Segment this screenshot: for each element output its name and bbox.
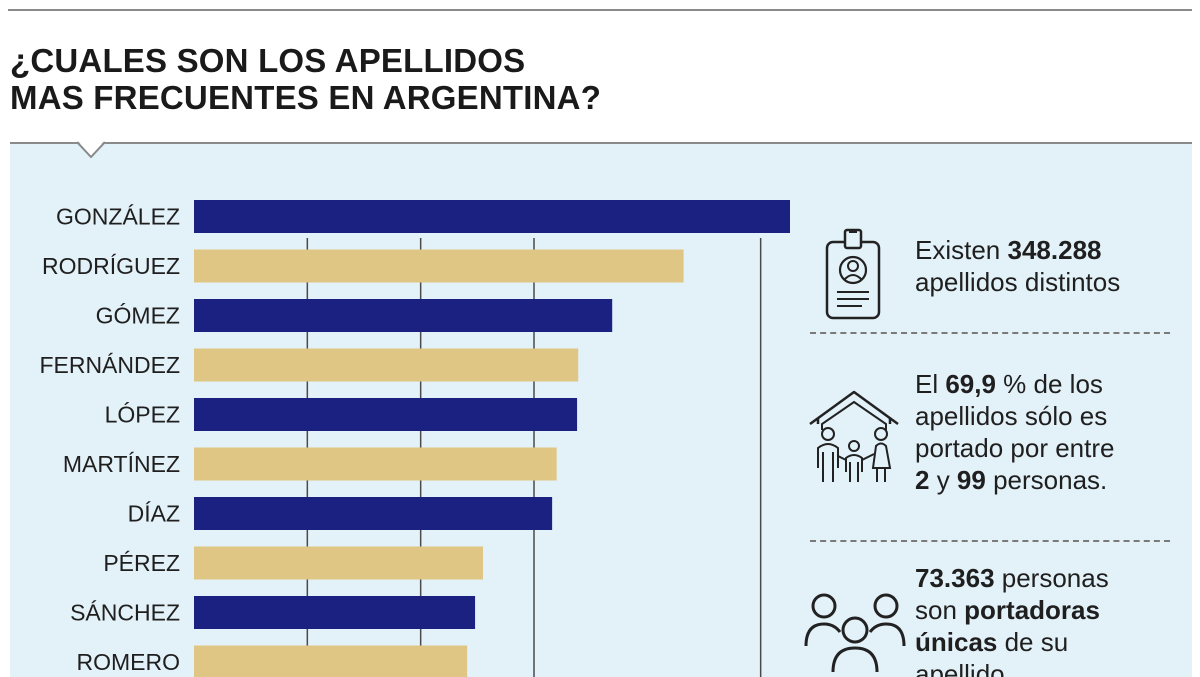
infographic-panel: GONZÁLEZ RODRÍGUEZ GÓMEZ FERNÁNDEZ LÓPEZ MART… (10, 142, 1192, 677)
category-label: MARTÍNEZ (63, 451, 180, 477)
stat-highlight: 99 (957, 465, 986, 495)
stat-text-run: apellidos sólo es (915, 401, 1107, 431)
bar (194, 299, 612, 332)
bar-chart: GONZÁLEZ RODRÍGUEZ GÓMEZ FERNÁNDEZ LÓPEZ MART… (10, 144, 790, 677)
stat-highlight: 73.363 (915, 563, 995, 593)
stat-divider (810, 332, 1170, 334)
stat-text-run: apellidos distintos (915, 267, 1120, 297)
bar (194, 646, 467, 677)
stat-text-run: portado por entre (915, 433, 1114, 463)
stat-text-run: personas. (986, 465, 1107, 495)
top-rule (8, 9, 1192, 11)
chart-title-line1: ¿CUALES SON LOS APELLIDOS (10, 42, 601, 79)
stat-text-run: personas (995, 563, 1109, 593)
stat-highlight: portadoras (964, 595, 1100, 625)
stat-text-run: apellido. (915, 659, 1012, 677)
bar (194, 349, 578, 382)
bar (194, 448, 557, 481)
category-label: GÓMEZ (96, 303, 180, 329)
category-label: PÉREZ (103, 550, 180, 576)
category-label: FERNÁNDEZ (39, 352, 180, 378)
category-label: GONZÁLEZ (56, 204, 180, 230)
chart-title: ¿CUALES SON LOS APELLIDOS MAS FRECUENTES… (10, 42, 601, 116)
bar (194, 398, 577, 431)
stat-text-run: son (915, 595, 964, 625)
category-label: ROMERO (77, 649, 181, 675)
stat-text-run: % de los (996, 369, 1103, 399)
category-label: SÁNCHEZ (70, 600, 180, 626)
chart-title-line2: MAS FRECUENTES EN ARGENTINA? (10, 79, 601, 116)
stat-text-run: y (929, 465, 956, 495)
stat-text-run: de su (997, 627, 1068, 657)
stat-highlight: 348.288 (1008, 235, 1102, 265)
family-house-icon (804, 388, 904, 484)
bar (194, 596, 475, 629)
bar (194, 547, 483, 580)
category-label: DÍAZ (128, 501, 180, 527)
stat-highlight: 69,9 (945, 369, 996, 399)
title-notch (77, 140, 105, 158)
id-badge-icon (822, 226, 884, 322)
stat-divider (810, 540, 1170, 542)
category-label: RODRÍGUEZ (42, 253, 180, 279)
stat-text-run: Existen (915, 235, 1008, 265)
people-group-icon (802, 588, 908, 674)
category-label: LÓPEZ (105, 402, 180, 428)
bar (194, 200, 790, 233)
bar (194, 497, 552, 530)
stat-highlight: 2 (915, 465, 929, 495)
bar (194, 250, 684, 283)
stat-text-run: El (915, 369, 945, 399)
stat-highlight: únicas (915, 627, 997, 657)
